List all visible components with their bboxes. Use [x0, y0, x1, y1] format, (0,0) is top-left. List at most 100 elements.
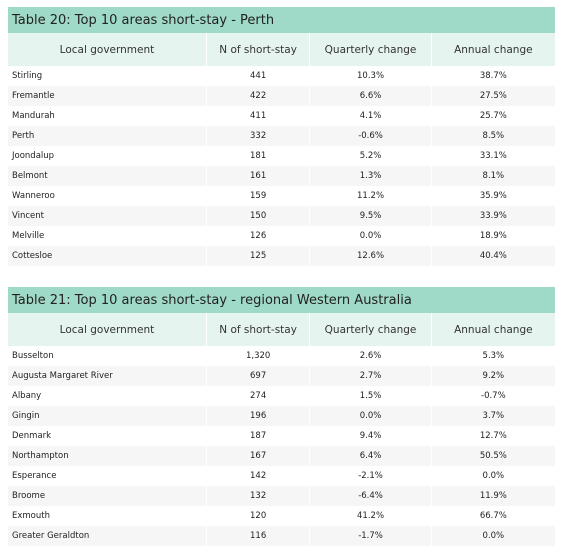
cell-local-government: Joondalup — [12, 151, 55, 161]
cell-quarterly-change: -0.6% — [309, 126, 430, 146]
cell-n-short-stay: 422 — [205, 86, 309, 106]
cell-n-short-stay: 411 — [205, 106, 309, 126]
table-title: Table 20: Top 10 areas short-stay - Pert… — [8, 7, 555, 33]
cell-n-short-stay: 142 — [205, 466, 309, 486]
table-row: Greater Geraldton 116 -1.7% 0.0% — [8, 526, 555, 546]
cell-quarterly-change: 5.2% — [309, 146, 430, 166]
cell-n-short-stay: 159 — [205, 186, 309, 206]
column-header-annual-change: Annual change — [430, 33, 555, 66]
cell-annual-change: 35.9% — [430, 186, 555, 206]
cell-annual-change: 50.5% — [430, 446, 555, 466]
table-title: Table 21: Top 10 areas short-stay - regi… — [8, 287, 555, 313]
cell-n-short-stay: 150 — [205, 206, 309, 226]
cell-local-government: Belmont — [12, 171, 48, 181]
column-header-n-short-stay: N of short-stay — [205, 313, 309, 346]
table-row: Northampton 167 6.4% 50.5% — [8, 446, 555, 466]
cell-quarterly-change: 2.7% — [309, 366, 430, 386]
table-row: Exmouth 120 41.2% 66.7% — [8, 506, 555, 526]
column-header-quarterly-change: Quarterly change — [309, 313, 430, 346]
cell-annual-change: 8.1% — [430, 166, 555, 186]
cell-n-short-stay: 332 — [205, 126, 309, 146]
cell-local-government: Wanneroo — [12, 191, 55, 201]
column-header-local-government: Local government — [59, 323, 155, 336]
cell-quarterly-change: 4.1% — [309, 106, 430, 126]
cell-quarterly-change: 41.2% — [309, 506, 430, 526]
cell-annual-change: 9.2% — [430, 366, 555, 386]
table-row: Busselton 1,320 2.6% 5.3% — [8, 346, 555, 366]
table-row: Fremantle 422 6.6% 27.5% — [8, 86, 555, 106]
table-row: Stirling 441 10.3% 38.7% — [8, 66, 555, 86]
cell-annual-change: 18.9% — [430, 226, 555, 246]
cell-quarterly-change: 9.5% — [309, 206, 430, 226]
cell-local-government: Northampton — [12, 451, 69, 461]
cell-local-government: Perth — [12, 131, 35, 141]
cell-quarterly-change: 1.3% — [309, 166, 430, 186]
cell-quarterly-change: 2.6% — [309, 346, 430, 366]
cell-annual-change: 12.7% — [430, 426, 555, 446]
table-row: Mandurah 411 4.1% 25.7% — [8, 106, 555, 126]
cell-quarterly-change: 10.3% — [309, 66, 430, 86]
column-header-quarterly-change: Quarterly change — [309, 33, 430, 66]
cell-annual-change: 33.9% — [430, 206, 555, 226]
table-row: Joondalup 181 5.2% 33.1% — [8, 146, 555, 166]
cell-n-short-stay: 1,320 — [205, 346, 309, 366]
cell-local-government: Busselton — [12, 351, 54, 361]
cell-quarterly-change: 6.6% — [309, 86, 430, 106]
cell-quarterly-change: 6.4% — [309, 446, 430, 466]
cell-annual-change: 5.3% — [430, 346, 555, 366]
cell-local-government: Melville — [12, 231, 45, 241]
cell-annual-change: 8.5% — [430, 126, 555, 146]
cell-n-short-stay: 187 — [205, 426, 309, 446]
table-row: Gingin 196 0.0% 3.7% — [8, 406, 555, 426]
cell-local-government: Exmouth — [12, 511, 50, 521]
cell-local-government: Augusta Margaret River — [12, 371, 113, 381]
cell-annual-change: -0.7% — [430, 386, 555, 406]
cell-quarterly-change: 1.5% — [309, 386, 430, 406]
table-row: Melville 126 0.0% 18.9% — [8, 226, 555, 246]
cell-n-short-stay: 126 — [205, 226, 309, 246]
cell-local-government: Denmark — [12, 431, 52, 441]
table-row: Belmont 161 1.3% 8.1% — [8, 166, 555, 186]
cell-n-short-stay: 120 — [205, 506, 309, 526]
cell-quarterly-change: 11.2% — [309, 186, 430, 206]
cell-quarterly-change: 12.6% — [309, 246, 430, 266]
column-header-local-government: Local government — [59, 43, 155, 56]
cell-n-short-stay: 441 — [205, 66, 309, 86]
cell-annual-change: 0.0% — [430, 526, 555, 546]
column-header-annual-change: Annual change — [430, 313, 555, 346]
cell-n-short-stay: 697 — [205, 366, 309, 386]
table-header-row: Local government N of short-stay Quarter… — [8, 33, 555, 66]
table-row: Broome 132 -6.4% 11.9% — [8, 486, 555, 506]
cell-local-government: Mandurah — [12, 111, 55, 121]
cell-n-short-stay: 116 — [205, 526, 309, 546]
cell-quarterly-change: -6.4% — [309, 486, 430, 506]
cell-annual-change: 27.5% — [430, 86, 555, 106]
table-row: Perth 332 -0.6% 8.5% — [8, 126, 555, 146]
table-header-row: Local government N of short-stay Quarter… — [8, 313, 555, 346]
cell-quarterly-change: 9.4% — [309, 426, 430, 446]
table-row: Denmark 187 9.4% 12.7% — [8, 426, 555, 446]
cell-annual-change: 0.0% — [430, 466, 555, 486]
cell-local-government: Broome — [12, 491, 46, 501]
cell-n-short-stay: 125 — [205, 246, 309, 266]
cell-quarterly-change: -1.7% — [309, 526, 430, 546]
table-20: Table 20: Top 10 areas short-stay - Pert… — [8, 7, 555, 266]
cell-n-short-stay: 132 — [205, 486, 309, 506]
table-body: Busselton 1,320 2.6% 5.3% Augusta Margaret R… — [8, 346, 555, 546]
cell-quarterly-change: -2.1% — [309, 466, 430, 486]
cell-annual-change: 25.7% — [430, 106, 555, 126]
cell-local-government: Cottesloe — [12, 251, 53, 261]
cell-n-short-stay: 161 — [205, 166, 309, 186]
table-row: Cottesloe 125 12.6% 40.4% — [8, 246, 555, 266]
cell-local-government: Gingin — [12, 411, 40, 421]
cell-quarterly-change: 0.0% — [309, 226, 430, 246]
cell-local-government: Vincent — [12, 211, 44, 221]
table-21: Table 21: Top 10 areas short-stay - regi… — [8, 287, 555, 546]
table-body: Stirling 441 10.3% 38.7% Fremantle 422 6.6% 27.… — [8, 66, 555, 266]
table-row: Esperance 142 -2.1% 0.0% — [8, 466, 555, 486]
table-row: Augusta Margaret River 697 2.7% 9.2% — [8, 366, 555, 386]
cell-annual-change: 33.1% — [430, 146, 555, 166]
cell-annual-change: 38.7% — [430, 66, 555, 86]
cell-local-government: Esperance — [12, 471, 57, 481]
cell-n-short-stay: 167 — [205, 446, 309, 466]
